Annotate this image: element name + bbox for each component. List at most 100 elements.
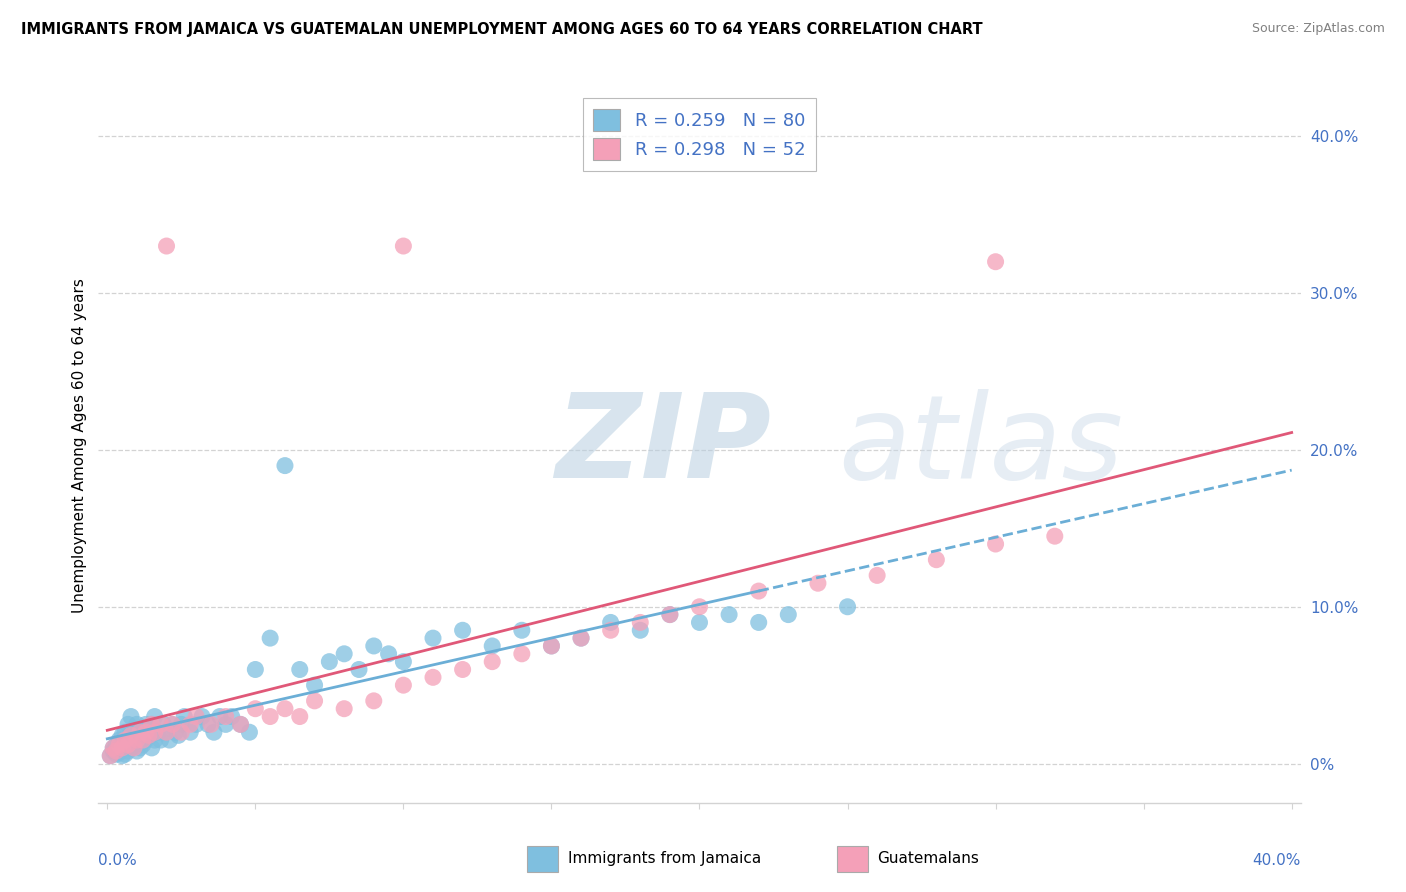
Point (628, 615, 651, 630)
Point (114, 747, 136, 761)
Point (200, 717, 222, 731)
Text: Guatemalans: Guatemalans (877, 852, 979, 866)
Legend: R = 0.259   N = 80, R = 0.298   N = 52: R = 0.259 N = 80, R = 0.298 N = 52 (582, 98, 817, 171)
Point (347, 663, 370, 677)
Point (111, 748, 134, 763)
Point (155, 725, 177, 739)
Point (143, 733, 166, 747)
Point (155, 239, 177, 253)
Point (1043, 529, 1066, 543)
Point (540, 639, 562, 653)
Point (149, 733, 172, 747)
Point (202, 725, 225, 739)
Point (143, 725, 166, 739)
Point (197, 717, 219, 731)
Point (111, 740, 134, 755)
Point (215, 717, 238, 731)
Point (628, 624, 651, 638)
Point (245, 702, 267, 716)
Point (179, 717, 201, 731)
Point (221, 709, 243, 723)
Point (422, 670, 444, 684)
Point (215, 709, 238, 723)
Point (162, 717, 184, 731)
Point (159, 733, 181, 747)
Point (162, 717, 184, 731)
Point (135, 717, 157, 731)
Point (125, 733, 148, 747)
Text: 0.0%: 0.0% (98, 853, 138, 868)
Point (122, 740, 145, 755)
Point (229, 717, 252, 731)
Point (141, 717, 163, 731)
Point (138, 728, 160, 742)
Point (377, 647, 399, 661)
Point (984, 254, 1007, 268)
Point (117, 733, 139, 747)
Point (540, 639, 562, 653)
Point (510, 647, 533, 661)
Point (117, 744, 139, 758)
Point (569, 631, 592, 645)
Point (120, 740, 142, 755)
Point (208, 709, 231, 723)
Point (117, 738, 139, 752)
Text: ZIP: ZIP (555, 389, 772, 503)
Text: IMMIGRANTS FROM JAMAICA VS GUATEMALAN UNEMPLOYMENT AMONG AGES 60 TO 64 YEARS COR: IMMIGRANTS FROM JAMAICA VS GUATEMALAN UN… (21, 22, 983, 37)
Point (149, 717, 172, 731)
Point (103, 740, 125, 755)
Point (274, 458, 297, 473)
Point (132, 733, 155, 747)
Point (152, 717, 174, 731)
Point (392, 678, 415, 692)
Text: Immigrants from Jamaica: Immigrants from Jamaica (568, 852, 761, 866)
Point (363, 639, 385, 653)
Point (569, 631, 592, 645)
Point (748, 584, 770, 599)
Point (165, 725, 187, 739)
Point (122, 738, 145, 752)
Point (688, 615, 710, 630)
Point (599, 615, 621, 630)
Point (141, 740, 163, 755)
Point (132, 738, 155, 752)
Point (108, 733, 131, 747)
Point (111, 728, 134, 742)
Point (143, 709, 166, 723)
Point (105, 744, 128, 758)
Point (108, 738, 131, 752)
Point (135, 725, 157, 739)
Point (718, 607, 741, 622)
Point (114, 733, 136, 747)
Point (984, 537, 1007, 551)
Point (167, 728, 190, 742)
Point (120, 728, 142, 742)
Point (128, 725, 150, 739)
Point (333, 647, 356, 661)
Point (288, 663, 311, 677)
Point (138, 728, 160, 742)
Point (141, 717, 163, 731)
Point (135, 733, 157, 747)
Point (318, 655, 340, 669)
Point (111, 740, 134, 755)
Point (103, 744, 125, 758)
Point (98, 748, 121, 763)
Point (304, 694, 326, 708)
Point (191, 709, 214, 723)
Point (481, 655, 503, 669)
Point (422, 631, 444, 645)
Point (125, 717, 148, 731)
Y-axis label: Unemployment Among Ages 60 to 64 years: Unemployment Among Ages 60 to 64 years (72, 278, 87, 614)
Point (128, 740, 150, 755)
Point (238, 725, 260, 739)
Point (128, 725, 150, 739)
Point (304, 678, 326, 692)
Point (288, 709, 311, 723)
Point (98, 748, 121, 763)
Point (229, 717, 252, 731)
Point (392, 655, 415, 669)
Point (658, 607, 681, 622)
Point (184, 709, 207, 723)
Point (245, 663, 267, 677)
